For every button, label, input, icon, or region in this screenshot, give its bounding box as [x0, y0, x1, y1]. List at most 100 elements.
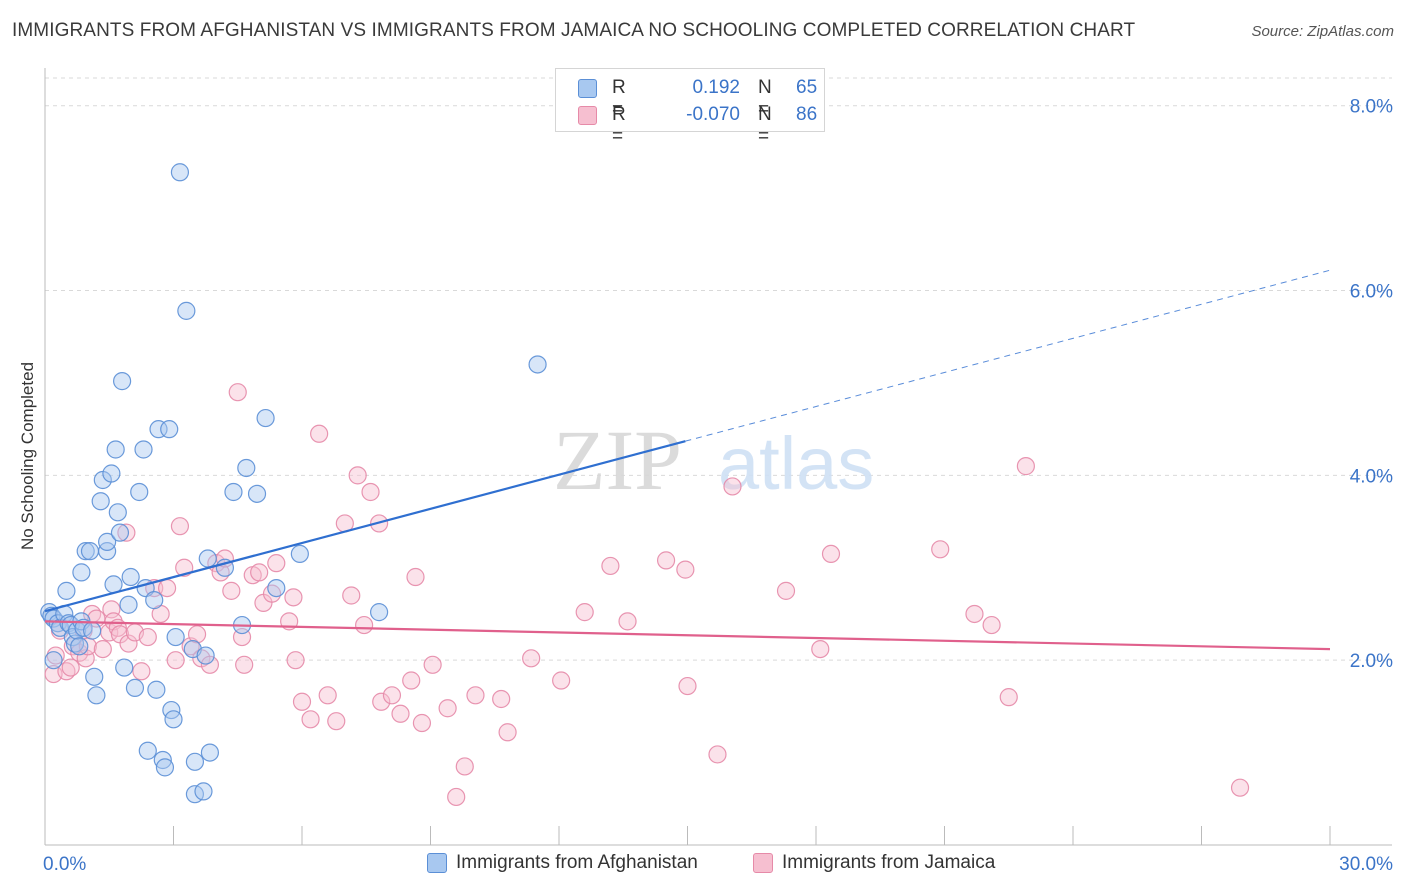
jamaica-point [342, 586, 361, 605]
legend-swatch-jamaica [753, 853, 773, 873]
jamaica-point [438, 699, 457, 718]
jamaica-point [982, 615, 1001, 635]
jamaica-point [228, 383, 247, 402]
y-tick-label: 2.0% [1350, 651, 1393, 672]
afghanistan-point [108, 503, 127, 522]
jamaica-point [119, 634, 138, 653]
afghanistan-point [57, 581, 76, 600]
jamaica-point [348, 466, 367, 485]
afghanistan-point [200, 743, 220, 762]
watermark-atlas: atlas [718, 422, 874, 505]
afghanistan-point [80, 542, 100, 561]
jamaica-point [708, 745, 727, 764]
jamaica-point [656, 551, 676, 570]
jamaica-point [931, 540, 950, 559]
afghanistan-point [98, 542, 117, 561]
afghanistan-point [70, 637, 89, 656]
afghanistan-point [134, 440, 153, 459]
jamaica-trend-line [44, 620, 1331, 651]
jamaica-point [355, 615, 374, 635]
afghanistan-point [149, 420, 168, 439]
x-tick-label: 0.0% [43, 854, 86, 875]
legend-n-label: N = [758, 104, 772, 147]
afghanistan-point [185, 752, 205, 771]
x-tick-label: 30.0% [1339, 854, 1393, 875]
jamaica-point [821, 544, 841, 564]
afghanistan-point [145, 591, 164, 610]
jamaica-point [676, 560, 695, 579]
jamaica-point [117, 523, 136, 542]
jamaica-point [498, 723, 517, 742]
afghanistan-point [112, 372, 132, 391]
afghanistan-point [196, 646, 215, 665]
afghanistan-point [91, 492, 110, 511]
afghanistan-point [106, 440, 125, 459]
tick-labels: 2.0% 4.0% 6.0% 8.0% 0.0% 30.0% [43, 97, 1393, 875]
afghanistan-point [102, 464, 121, 483]
afghanistan-trend-line [44, 440, 686, 613]
jamaica-point [601, 556, 620, 576]
jamaica-point [327, 712, 346, 731]
afghanistan-point [119, 595, 138, 614]
y-tick-label: 6.0% [1350, 282, 1393, 303]
jamaica-point [965, 604, 984, 624]
legend-label-jamaica: Immigrants from Jamaica [782, 852, 996, 873]
jamaica-point [522, 649, 541, 668]
afghanistan-point [147, 680, 166, 699]
chart-title: IMMIGRANTS FROM AFGHANISTAN VS IMMIGRANT… [12, 20, 1136, 41]
jamaica-point [402, 671, 421, 690]
afghanistan-point [290, 544, 309, 564]
jamaica-point [447, 787, 466, 807]
jamaica-point [552, 671, 571, 690]
legend-label-afghanistan: Immigrants from Afghanistan [456, 852, 698, 873]
afghanistan-point [44, 651, 63, 670]
afghanistan-point [98, 532, 117, 551]
y-tick-label: 8.0% [1350, 97, 1393, 118]
afghanistan-point [528, 355, 547, 374]
jamaica-point [284, 588, 303, 607]
jamaica-point [222, 581, 241, 600]
jamaica-point [423, 655, 442, 674]
afghanistan-point [130, 482, 149, 502]
jamaica-point [157, 579, 177, 598]
jamaica-point [776, 581, 796, 600]
afghanistan-point [110, 523, 130, 542]
legend-r-value: 0.192 [692, 77, 740, 98]
jamaica-point [310, 424, 329, 443]
jamaica-point [235, 655, 254, 674]
afghanistan-point [72, 563, 91, 582]
axes [44, 68, 1392, 846]
correlation-legend: R = 0.192 N = 65 R = -0.070 N = 86 [555, 68, 825, 147]
afghanistan-point [166, 627, 185, 647]
jamaica-point [466, 686, 485, 705]
afghanistan-point [125, 678, 145, 698]
afghanistan-trend-extension [685, 269, 1331, 442]
afghanistan-point [115, 658, 134, 677]
jamaica-point [1230, 778, 1250, 797]
legend-swatch-afghanistan [578, 79, 597, 98]
jamaica-point [267, 554, 286, 573]
watermark: ZIP atlas [553, 412, 874, 508]
afghanistan-point [177, 301, 196, 320]
legend-n-value: 65 [796, 77, 818, 98]
jamaica-point [132, 662, 151, 681]
legend-r-label: R = [612, 77, 626, 120]
y-tick-label: 4.0% [1350, 466, 1393, 487]
afghanistan-point [155, 758, 175, 777]
afghanistan-point [87, 686, 106, 705]
afghanistan-point [76, 542, 95, 561]
jamaica-point [575, 603, 594, 622]
jamaica-point [412, 713, 432, 733]
jamaica-point [492, 689, 511, 709]
afghanistan-point [267, 579, 286, 598]
jamaica-point [200, 655, 220, 674]
jamaica-point [811, 639, 830, 659]
jamaica-point [372, 692, 391, 711]
jamaica-point [61, 658, 80, 677]
jamaica-point [678, 676, 697, 696]
jamaica-point [382, 686, 402, 705]
jamaica-point [723, 477, 742, 496]
jamaica-point [455, 757, 474, 776]
afghanistan-points [40, 163, 547, 804]
